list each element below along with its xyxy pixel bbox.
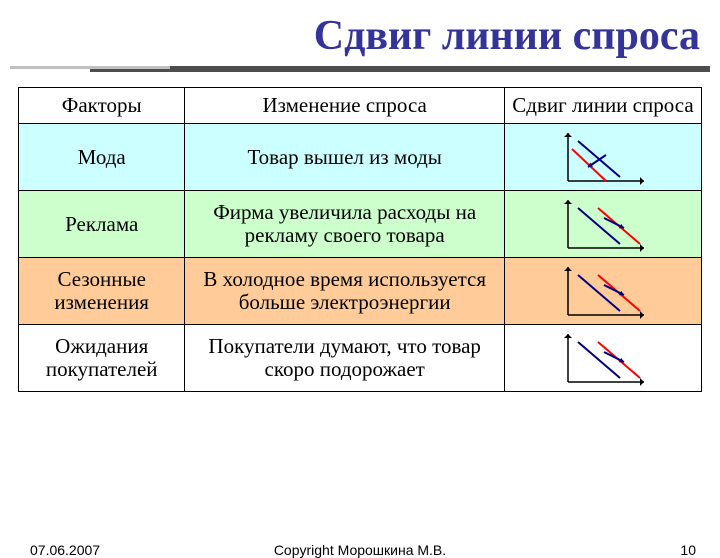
shift-graph-icon: [558, 127, 648, 187]
shift-graph-icon: [558, 328, 648, 388]
cell-graph: [504, 124, 701, 191]
cell-graph: [504, 191, 701, 258]
cell-graph: [504, 325, 701, 392]
cell-factor: Мода: [19, 124, 185, 191]
col-header-shift: Сдвиг линии спроса: [504, 88, 701, 124]
cell-factor: Сезонные изменения: [19, 258, 185, 325]
page-title: Сдвиг линии спроса: [0, 12, 700, 60]
cell-change: Фирма увеличила расходы на рекламу своег…: [185, 191, 505, 258]
cell-change: В холодное время используется больше эле…: [185, 258, 505, 325]
table-row: Сезонные изменения В холодное время испо…: [19, 258, 702, 325]
footer-page: 10: [680, 542, 696, 558]
cell-change: Покупатели думают, что товар скоро подор…: [185, 325, 505, 392]
table-row: Реклама Фирма увеличила расходы на рекла…: [19, 191, 702, 258]
cell-factor: Реклама: [19, 191, 185, 258]
shift-graph-icon: [558, 194, 648, 254]
cell-change: Товар вышел из моды: [185, 124, 505, 191]
table-header-row: Факторы Изменение спроса Сдвиг линии спр…: [19, 88, 702, 124]
cell-factor: Ожидания покупателей: [19, 325, 185, 392]
title-rule-dark: [90, 66, 710, 72]
footer-copyright: Copyright Морошкина М.В.: [0, 542, 720, 558]
cell-graph: [504, 258, 701, 325]
title-rule-light: [10, 66, 170, 69]
table-row: Мода Товар вышел из моды: [19, 124, 702, 191]
col-header-change: Изменение спроса: [185, 88, 505, 124]
table-row: Ожидания покупателей Покупатели думают, …: [19, 325, 702, 392]
factors-table: Факторы Изменение спроса Сдвиг линии спр…: [18, 87, 702, 392]
shift-graph-icon: [558, 261, 648, 321]
col-header-factor: Факторы: [19, 88, 185, 124]
